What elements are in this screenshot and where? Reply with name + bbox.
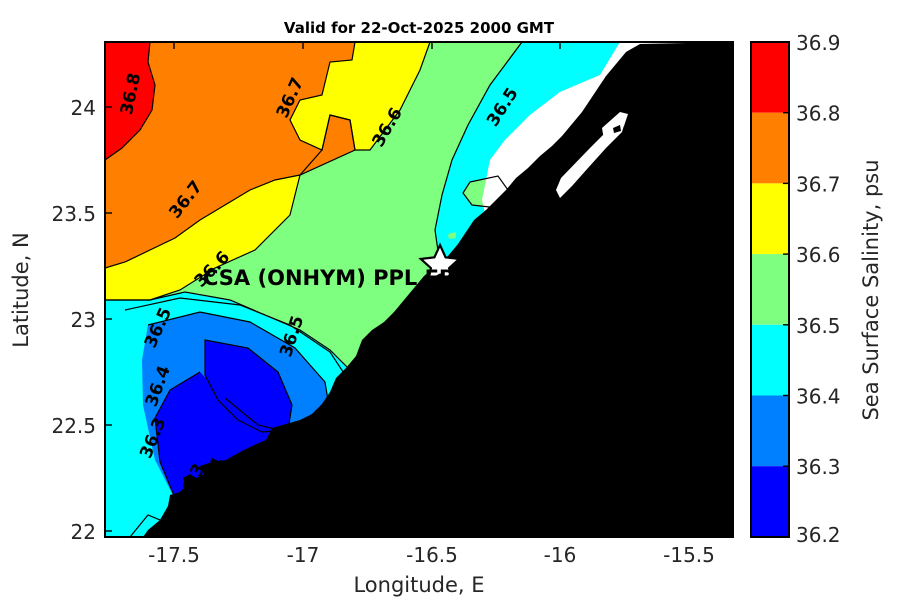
dakhla-island-speck xyxy=(613,125,621,133)
colorbar-tick-label: 36.3 xyxy=(796,455,841,479)
y-tick-label: 22.5 xyxy=(51,414,96,438)
site-star-icon xyxy=(418,242,462,284)
plot-frame xyxy=(104,41,734,538)
colorbar-tick-label: 36.5 xyxy=(796,314,841,338)
plot-title: Valid for 22-Oct-2025 2000 GMT xyxy=(284,19,555,37)
colorbar-tick-label: 36.8 xyxy=(796,102,841,126)
colorbar: 36.9 36.8 36.7 36.6 36.5 36.4 36.3 36.2 … xyxy=(750,31,883,547)
coast-speck-a xyxy=(344,492,351,498)
site-label: CSA (ONHYM) PPL EBS - We xyxy=(203,266,530,290)
contour-line-36.5-tongue xyxy=(325,451,373,537)
contour-line-36.5-coastal xyxy=(434,42,523,316)
dakhla-lagoon xyxy=(602,112,628,140)
colorbar-tick-label: 36.7 xyxy=(796,172,841,196)
colorbar-band-36.8-36.9 xyxy=(751,42,789,113)
contour-line-36.2-bottom-notch xyxy=(129,514,183,537)
colorbar-tick-label: 36.6 xyxy=(796,243,841,267)
y-tickmarks xyxy=(105,106,733,532)
x-tick-labels: -17.5 -17 -16.5 -16 -15.5 xyxy=(148,543,715,567)
contour-speck xyxy=(448,232,456,239)
colorbar-tick-labels: 36.9 36.8 36.7 36.6 36.5 36.4 36.3 36.2 xyxy=(796,31,841,547)
x-tick-label: -16.5 xyxy=(406,543,458,567)
contour-line-36.4 xyxy=(124,297,359,537)
coast-speck-b xyxy=(336,502,344,509)
x-tick-label: -15.5 xyxy=(663,543,715,567)
colorbar-frame xyxy=(750,41,790,538)
y-tick-labels: 22 22.5 23 23.5 24 xyxy=(51,96,96,544)
colorbar-band-36.4-36.5 xyxy=(751,324,789,396)
x-tick-label: -17 xyxy=(287,543,320,567)
dakhla-spit-notch xyxy=(556,122,625,198)
contour-line-36.5-island xyxy=(462,175,509,209)
colorbar-tick-label: 36.9 xyxy=(796,31,841,55)
y-tick-label: 23.5 xyxy=(51,202,96,226)
y-tick-label: 23 xyxy=(71,308,96,332)
contour-line-36.8 xyxy=(105,42,156,161)
colorbar-band-36.5-36.6 xyxy=(751,254,789,325)
band-36.2-36.3-core xyxy=(205,340,292,432)
band-36.8-36.9 xyxy=(105,42,155,160)
contour-line-36.3 xyxy=(147,311,333,537)
x-axis-label: Longitude, E xyxy=(353,573,484,597)
band-36.7-36.8 xyxy=(105,42,355,268)
contour-line-36.6 xyxy=(105,42,431,301)
contour-line-36.5-lower xyxy=(105,291,381,537)
x-tickmarks xyxy=(173,42,690,537)
contour-line-36.2-core xyxy=(204,339,293,433)
colorbar-band-36.6-36.7 xyxy=(751,183,789,255)
y-tick-label: 24 xyxy=(71,96,96,120)
x-tick-label: -17.5 xyxy=(148,543,200,567)
colorbar-tick-label: 36.4 xyxy=(796,385,841,409)
y-tick-label: 22 xyxy=(71,520,96,544)
colorbar-tickmarks xyxy=(783,111,789,467)
contour-line-36.2-filament-east xyxy=(224,397,301,537)
x-tick-label: -16 xyxy=(544,543,577,567)
colorbar-band-36.2-36.3 xyxy=(751,466,789,537)
colorbar-tick-label: 36.2 xyxy=(796,523,841,547)
colorbar-label: Sea Surface Salinity, psu xyxy=(859,159,883,420)
y-axis-label: Latitude, N xyxy=(9,232,33,348)
colorbar-band-36.3-36.4 xyxy=(751,395,789,467)
plot-area: 36.8 36.7 36.7 36.6 36.6 36.5 36.5 36.5 … xyxy=(104,41,734,538)
contour-field: 36.8 36.7 36.7 36.6 36.6 36.5 36.5 36.5 … xyxy=(105,42,733,537)
colorbar-band-36.7-36.8 xyxy=(751,112,789,184)
contour-line-36.2-filament xyxy=(154,371,211,537)
